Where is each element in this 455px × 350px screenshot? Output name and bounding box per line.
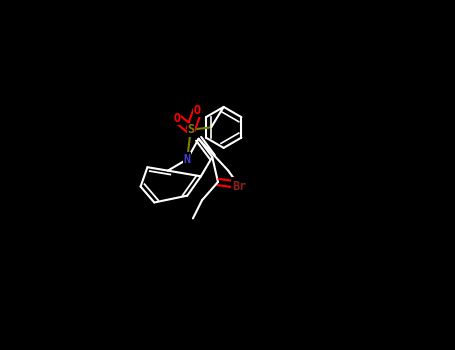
Text: N: N — [184, 153, 191, 166]
Text: S: S — [187, 123, 194, 136]
Text: O: O — [232, 178, 238, 191]
Text: Br: Br — [233, 180, 247, 193]
Text: O: O — [194, 104, 201, 117]
Text: O: O — [173, 112, 181, 125]
